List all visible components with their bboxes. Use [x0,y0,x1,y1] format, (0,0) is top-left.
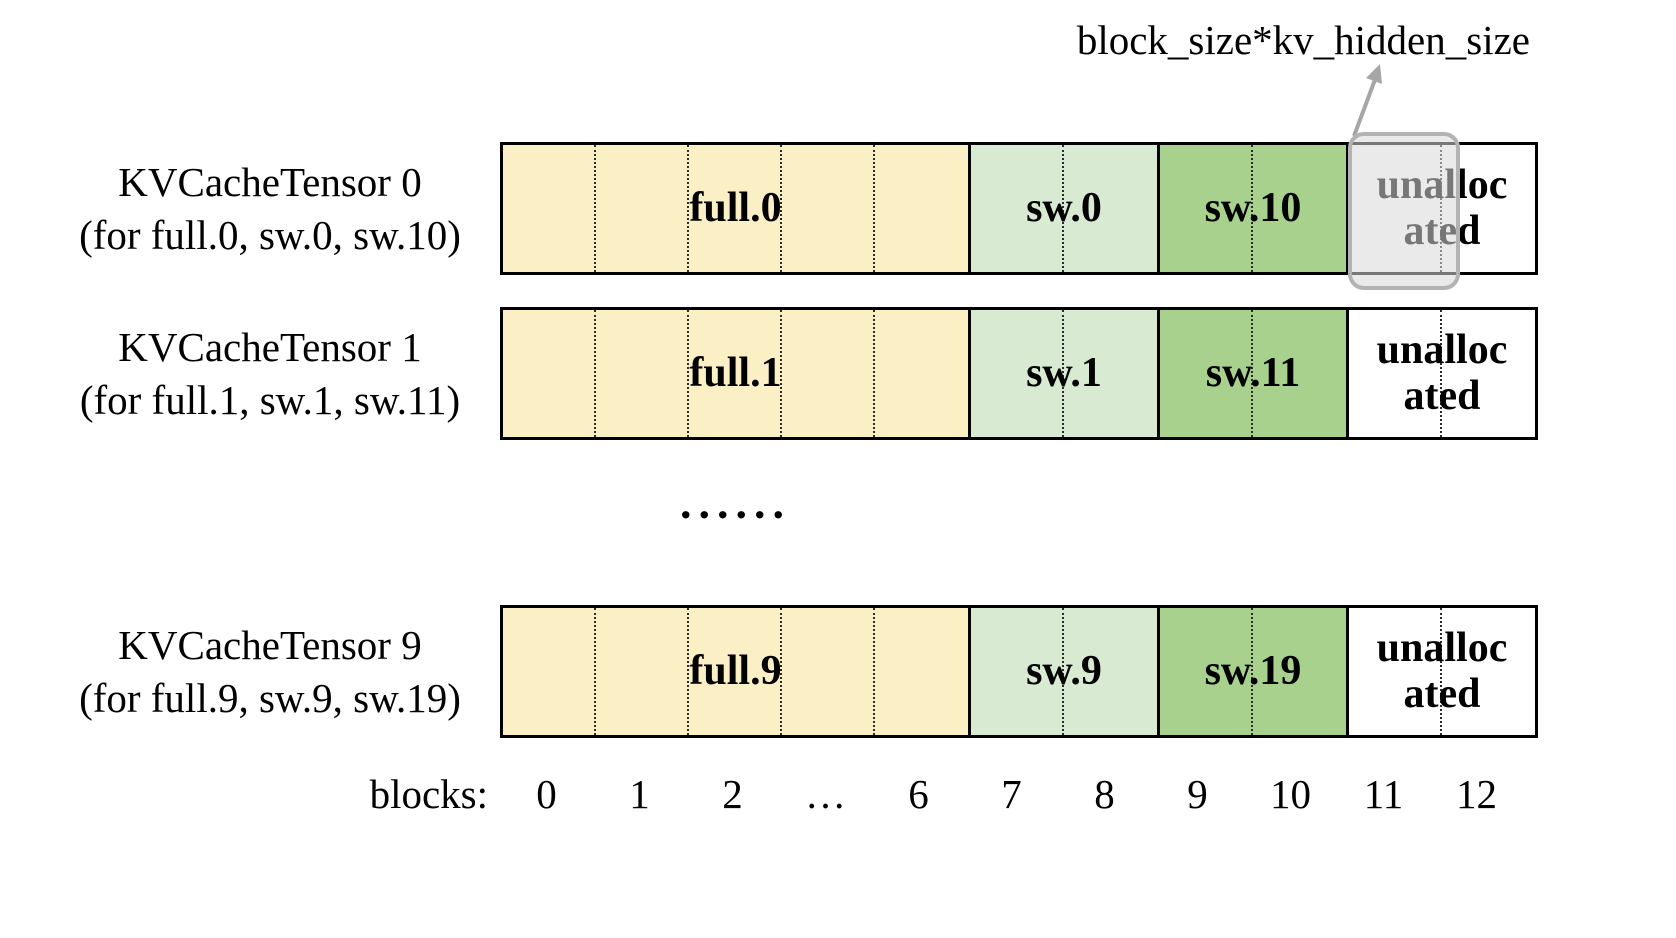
segment-sw-19: sw.19 [1157,608,1346,735]
tensor-bar: full.0 sw.0 sw.10 unallocated [500,132,1538,290]
blocks-axis: blocks: 0 1 2… 6 7 8 9 10 11 12 [40,770,1676,818]
tensor-label: KVCacheTensor 1 (for full.1, sw.1, sw.11) [40,321,500,425]
block-index-label: 9 [1187,771,1208,817]
tensor-rows-bottom: KVCacheTensor 9 (for full.9, sw.9, sw.19)… [40,605,1676,738]
tensor-row: KVCacheTensor 9 (for full.9, sw.9, sw.19)… [40,605,1676,738]
tensor-row: KVCacheTensor 1 (for full.1, sw.1, sw.11)… [40,307,1676,440]
block-cell [689,145,782,272]
block-cell [782,145,875,272]
segment-unallocated: unallocated [1346,145,1535,272]
tensor-rows-top: KVCacheTensor 0 (for full.0, sw.0, sw.10)… [40,132,1676,440]
block-index-label: 0 [536,771,557,817]
block-cell [1442,608,1535,735]
block-cell [596,145,689,272]
tensor-title: KVCacheTensor 9 [118,622,422,669]
block-cell [689,608,782,735]
block-index-label: 2 [722,771,743,817]
block-cell [1160,145,1253,272]
block-index-label: 6 [908,771,929,817]
block-cell [1253,145,1346,272]
segment-sw-1: sw.1 [968,310,1157,437]
block-cell [782,608,875,735]
segment-full-0: full.0 [503,145,968,272]
block-size-annotation: block_size*kv_hidden_size [1076,17,1530,63]
block-cell [1064,608,1157,735]
segment-full-1: full.1 [503,310,968,437]
block-cell [1442,310,1535,437]
block-cell [503,310,596,437]
tensor-bar: full.1 sw.1 sw.11 unallocated [500,307,1538,440]
block-cell [1349,145,1442,272]
segment-sw-10: sw.10 [1157,145,1346,272]
block-index-label: 1 [629,771,650,817]
tensor-subtitle: (for full.0, sw.0, sw.10) [79,211,461,258]
block-index-label: 11 [1363,771,1404,817]
tensor-title: KVCacheTensor 0 [118,159,422,206]
block-cell [1064,145,1157,272]
block-cell [971,145,1064,272]
segment-sw-9: sw.9 [968,608,1157,735]
block-cell [1349,310,1442,437]
block-cell [1160,608,1253,735]
segment-sw-0: sw.0 [968,145,1157,272]
tensor-title: KVCacheTensor 1 [118,324,422,371]
block-cell [1442,145,1535,272]
block-cell [971,310,1064,437]
block-index-label: 8 [1094,771,1115,817]
tensor-subtitle: (for full.1, sw.1, sw.11) [79,376,461,423]
block-index-label: 7 [1001,771,1022,817]
block-cell [1253,310,1346,437]
tensor-row: KVCacheTensor 0 (for full.0, sw.0, sw.10)… [40,132,1676,290]
block-cell [596,608,689,735]
tensor-subtitle: (for full.9, sw.9, sw.19) [79,674,461,721]
tensor-bar: full.9 sw.9 sw.19 unallocated [500,605,1538,738]
block-index-label: 10 [1270,771,1311,817]
annotation-arrow-icon [1352,64,1382,137]
block-cell [503,145,596,272]
block-cell [971,608,1064,735]
block-cell [596,310,689,437]
block-index-label: 12 [1456,771,1497,817]
tensor-label: KVCacheTensor 9 (for full.9, sw.9, sw.19) [40,619,500,723]
blocks-axis-ticks: 0 1 2… 6 7 8 9 10 11 12 [500,770,1523,818]
segment-sw-11: sw.11 [1157,310,1346,437]
block-cell [875,145,968,272]
segment-unallocated: unallocated [1346,310,1535,437]
block-cell [875,608,968,735]
segment-full-9: full.9 [503,608,968,735]
block-cell [782,310,875,437]
block-cell [1253,608,1346,735]
block-cell [1160,310,1253,437]
tensor-label: KVCacheTensor 0 (for full.0, sw.0, sw.10) [40,156,500,260]
block-cell [875,310,968,437]
omitted-rows-ellipsis: ...... [680,477,791,528]
block-cell [503,608,596,735]
block-index-label: … [805,771,846,817]
block-cell [689,310,782,437]
segment-unallocated: unallocated [1346,608,1535,735]
block-cell [1349,608,1442,735]
block-cell [1064,310,1157,437]
blocks-axis-label: blocks: [369,771,488,817]
